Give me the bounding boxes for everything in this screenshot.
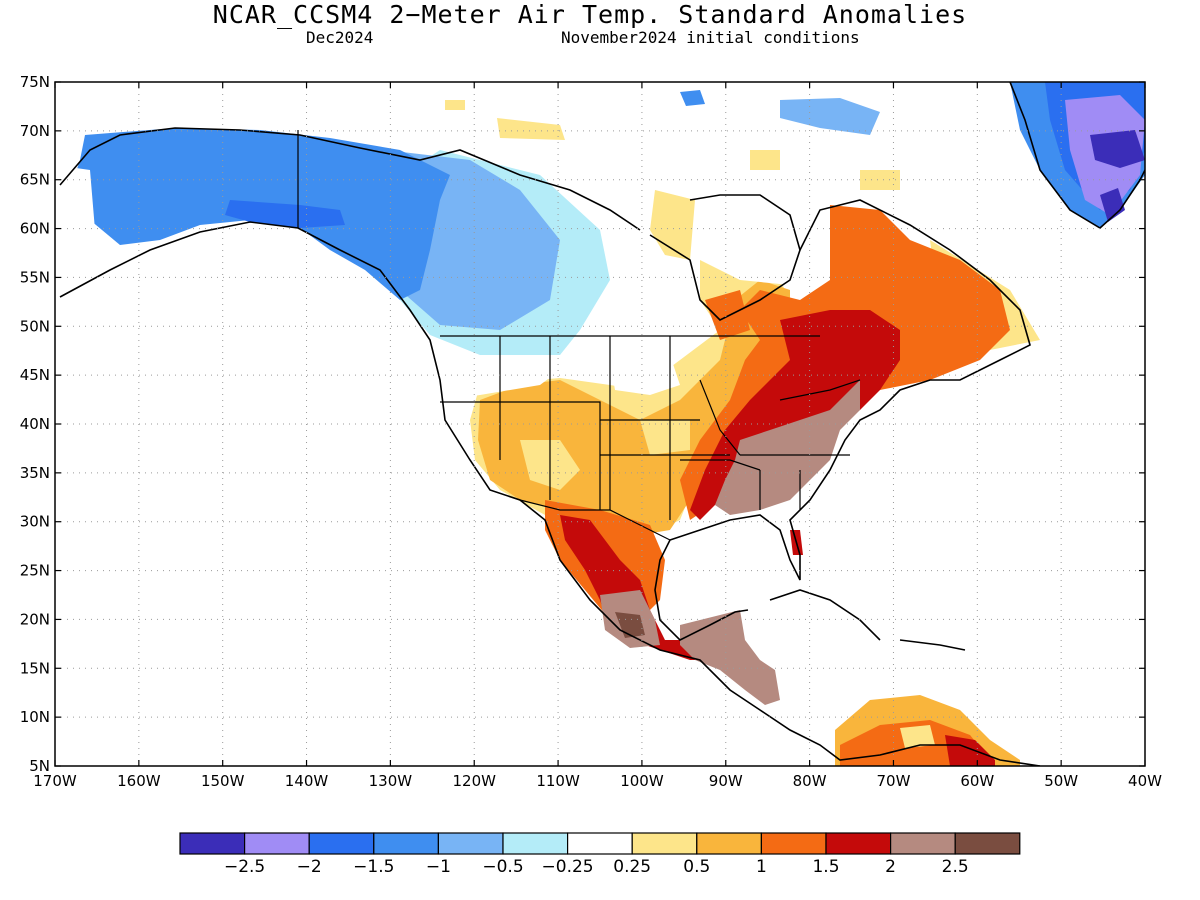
colorbar-label: 1.5: [812, 857, 839, 877]
political-borders: [297, 130, 861, 541]
graticule: [55, 82, 1145, 766]
lon-tick-label: 70W: [877, 772, 911, 790]
colorbar-label: 0.5: [683, 857, 710, 877]
region-alaska-white: [55, 165, 95, 295]
lat-tick-label: 75N: [20, 73, 50, 91]
lon-tick-label: 120W: [452, 772, 496, 790]
lon-axis: 170W 160W 150W 140W 130W 120W 110W 100W 90W 80W 70…: [33, 82, 1162, 790]
lat-tick-label: 5N: [29, 757, 50, 775]
colorbar-swatch: [437, 832, 504, 855]
region-samerica-light: [900, 725, 935, 748]
colorbar-label: 1: [756, 857, 767, 877]
colorbar-swatch: [825, 832, 892, 855]
colorbar-label: −0.25: [542, 857, 594, 877]
lon-tick-label: 110W: [536, 772, 580, 790]
colorbar-swatch: [308, 832, 375, 855]
region-mexico-red: [560, 515, 740, 660]
lat-tick-label: 10N: [20, 708, 50, 726]
lon-tick-label: 80W: [793, 772, 827, 790]
colorbar-label: 0.25: [613, 857, 651, 877]
colorbar-label: −2.5: [224, 857, 265, 877]
target-month-label: Dec2024: [306, 28, 374, 47]
lat-tick-label: 65N: [20, 171, 50, 189]
colorbar-swatch: [954, 832, 1021, 855]
lat-tick-label: 45N: [20, 366, 50, 384]
region-arctic-yellow: [497, 118, 565, 140]
region-plains-white: [610, 355, 680, 395]
lat-tick-label: 50N: [20, 317, 50, 335]
lon-tick-label: 50W: [1044, 772, 1078, 790]
region-arctic-islands-2: [680, 90, 705, 106]
region-labrador-yellow-2: [860, 170, 900, 190]
lon-tick-label: 140W: [285, 772, 329, 790]
lon-tick-label: 130W: [369, 772, 413, 790]
colorbar-swatch: [696, 832, 762, 855]
region-kansas-light: [640, 420, 690, 455]
region-samerica-red: [945, 735, 995, 766]
region-central-america: [680, 610, 780, 705]
region-greenland-dark-2: [1100, 188, 1125, 222]
lat-tick-label: 35N: [20, 464, 50, 482]
lon-tick-label: 60W: [960, 772, 994, 790]
region-hudson-bay-white: [695, 195, 810, 285]
lon-tick-label: 160W: [117, 772, 161, 790]
colorbar-swatch: [760, 832, 827, 855]
lat-tick-label: 25N: [20, 562, 50, 580]
lat-tick-label: 20N: [20, 610, 50, 628]
region-greenland-dark: [1090, 130, 1145, 168]
lon-tick-label: 40W: [1128, 772, 1162, 790]
init-conditions-label: November2024 initial conditions: [561, 28, 860, 47]
colorbar: −2.5 −2 −1.5 −1 −0.5 −0.25 0.25 0.5 1 1.5 2 2.5: [179, 832, 1021, 877]
map-title: NCAR_CCSM4 2−Meter Air Temp. Standard An…: [212, 0, 968, 29]
region-arctic-yellow-2: [445, 100, 465, 110]
colorbar-label: −1: [426, 857, 451, 877]
lat-tick-label: 30N: [20, 513, 50, 531]
lon-tick-label: 90W: [709, 772, 743, 790]
colorbar-swatch: [179, 832, 246, 855]
region-arctic-islands: [780, 98, 880, 135]
colorbar-swatch: [631, 832, 698, 855]
lon-tick-label: 170W: [33, 772, 77, 790]
region-quebec-orange: [705, 290, 750, 340]
colorbar-swatch: [373, 832, 439, 855]
lat-tick-label: 70N: [20, 122, 50, 140]
colorbar-label: 2.5: [942, 857, 969, 877]
lon-tick-label: 100W: [620, 772, 664, 790]
colorbar-label: 2: [885, 857, 896, 877]
colorbar-swatch: [502, 832, 569, 855]
colorbar-label: −2: [297, 857, 322, 877]
lat-tick-label: 55N: [20, 268, 50, 286]
region-arctic-yellow-3: [750, 150, 780, 170]
anomaly-field: [55, 82, 1145, 766]
colorbar-swatch: [889, 832, 956, 855]
colorbar-swatch: [244, 832, 310, 855]
lat-axis: 75N 70N 65N 60N 55N 50N 45N 40N 35N 30N 25N 20N 15N 1…: [20, 73, 1145, 775]
colorbar-label: −1.5: [353, 857, 394, 877]
lat-tick-label: 60N: [20, 220, 50, 238]
lat-tick-label: 15N: [20, 659, 50, 677]
lat-tick-label: 40N: [20, 415, 50, 433]
colorbar-label: −0.5: [482, 857, 523, 877]
region-southeast-us: [715, 380, 860, 515]
lon-tick-label: 150W: [201, 772, 245, 790]
region-yukon-core: [225, 200, 345, 228]
colorbar-swatch: [566, 832, 633, 855]
